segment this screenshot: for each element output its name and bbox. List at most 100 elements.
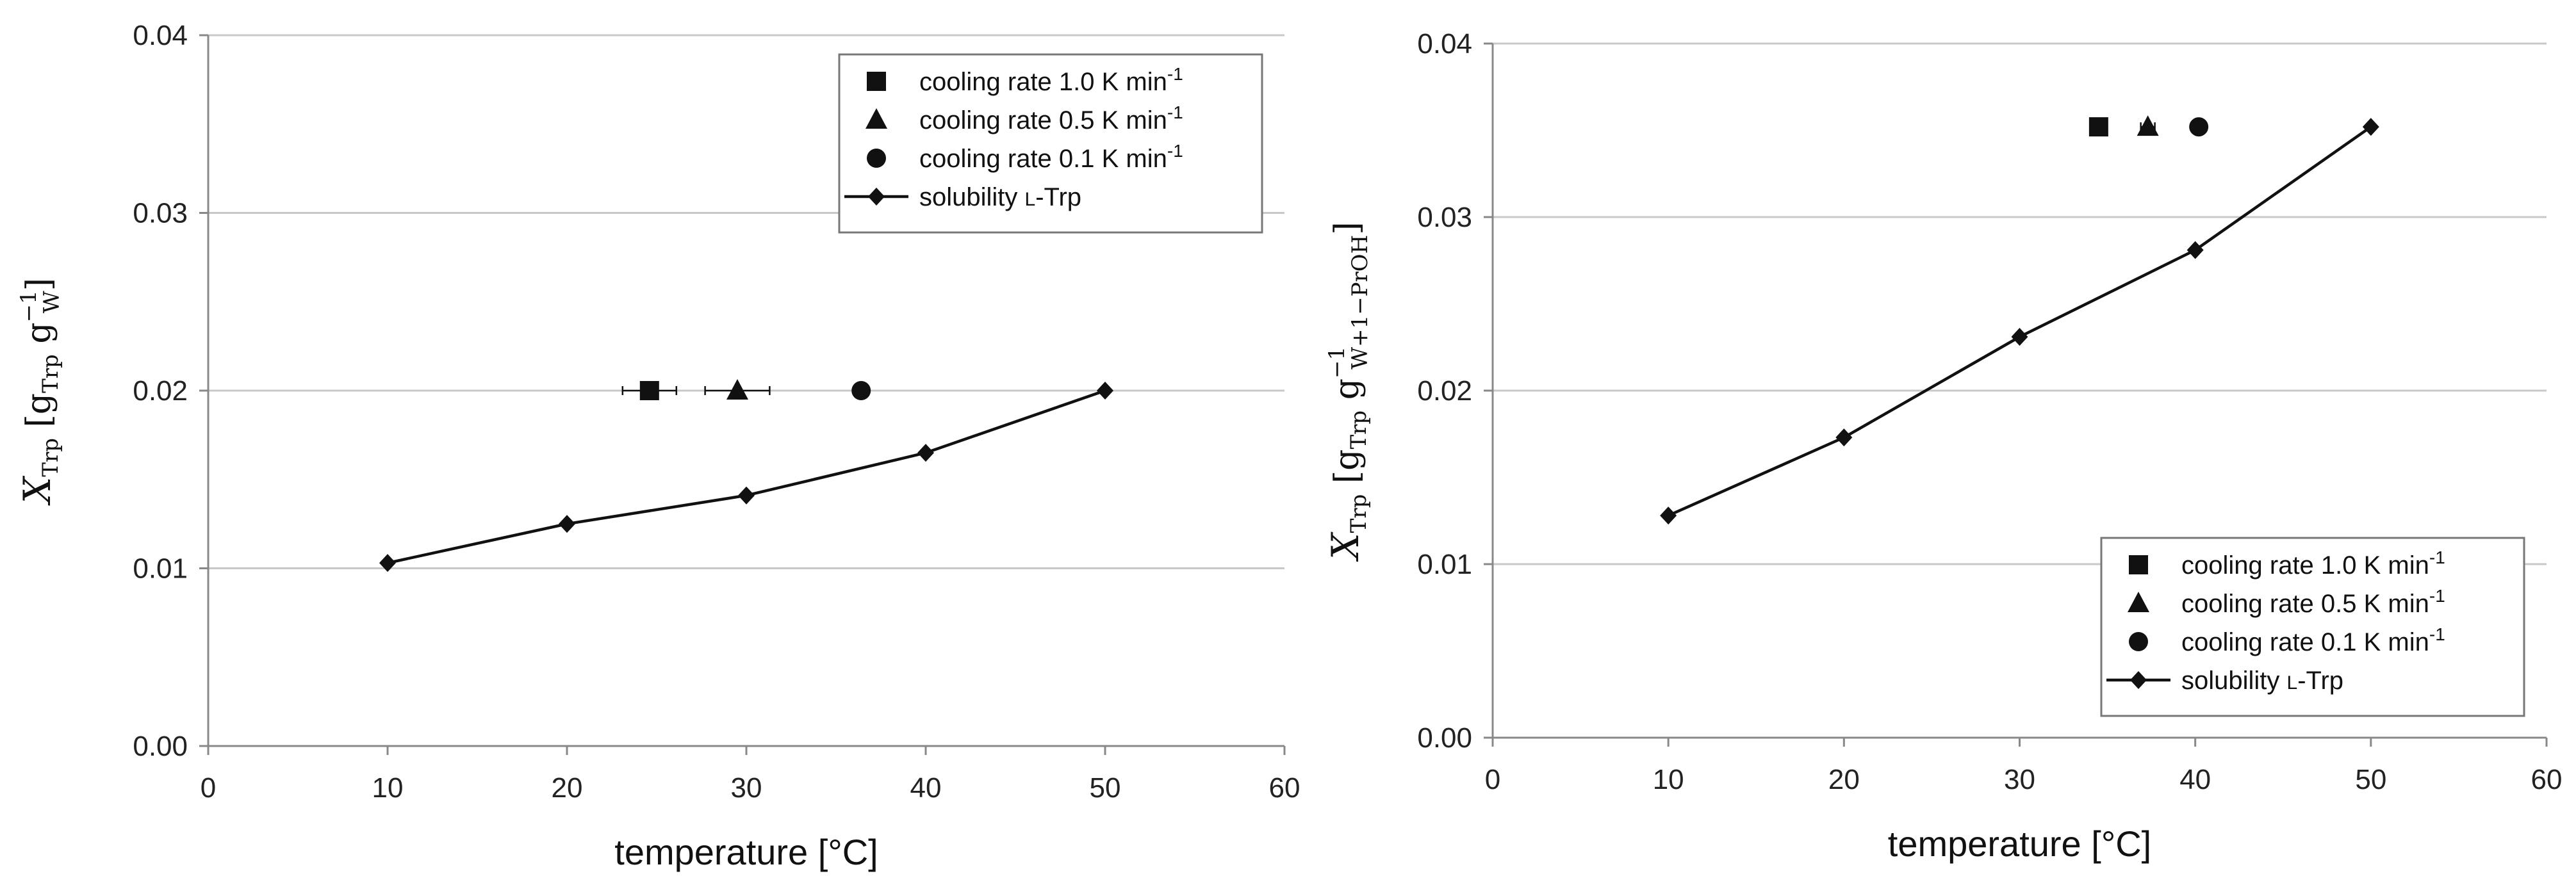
legend-label: cooling rate 1.0 K min-1 xyxy=(2181,547,2445,580)
data-point-square xyxy=(2088,117,2108,137)
ylabel-symbol-sub: Trp xyxy=(1346,494,1372,533)
x-tick-label: 60 xyxy=(1269,772,1300,804)
legend-label-main: solubility xyxy=(2181,667,2287,695)
x-tick-label: 50 xyxy=(1090,772,1121,804)
data-point-circle xyxy=(2189,117,2209,137)
legend-label-main: cooling rate 1.0 K min xyxy=(919,68,1167,96)
ylabel-g2: g xyxy=(20,322,58,354)
legend-label: cooling rate 0.5 K min-1 xyxy=(919,102,1183,134)
y-tick-label: 0.00 xyxy=(133,731,188,762)
series-square xyxy=(621,381,678,400)
y-tick-label: 0.01 xyxy=(1417,549,1472,580)
data-point-triangle xyxy=(2137,115,2159,136)
chart-panel-2: 0.00 0.01 0.02 0.03 0.04 0 10 20 30 40 50 60 tempera… xyxy=(1324,28,2562,864)
legend-marker-triangle xyxy=(2128,592,2149,612)
legend-item: cooling rate 0.5 K min-1 xyxy=(2128,586,2445,618)
legend-label-sup: -1 xyxy=(1167,102,1183,122)
legend-marker-circle xyxy=(867,149,886,168)
legend-marker-diamond xyxy=(2130,671,2147,689)
legend-marker-square xyxy=(867,72,886,91)
x-tick-label: 0 xyxy=(1485,764,1500,795)
legend-item: solubility L-Trp xyxy=(844,183,1081,211)
y-tick-label: 0.02 xyxy=(133,375,188,407)
legend-label-main: cooling rate 1.0 K min xyxy=(2181,551,2429,580)
x-axis-title: temperature [°C] xyxy=(614,832,878,872)
x-axis-title: temperature [°C] xyxy=(1888,823,2151,864)
data-point-diamond xyxy=(2362,118,2379,136)
ylabel-g1-sub: Trp xyxy=(38,354,63,393)
legend-label: cooling rate 0.1 K min-1 xyxy=(919,141,1183,173)
legend-label-sup: -1 xyxy=(2429,624,2445,644)
ylabel-g1-sub: Trp xyxy=(1346,410,1372,450)
y-tick-label: 0.03 xyxy=(1417,202,1472,233)
data-point-diamond xyxy=(559,515,575,533)
x-tick-label: 40 xyxy=(2179,764,2211,795)
data-point-diamond xyxy=(379,554,396,572)
data-point-diamond xyxy=(2011,327,2028,346)
ylabel-symbol: X xyxy=(15,475,59,506)
x-tick-label: 10 xyxy=(372,772,404,804)
y-axis-title: XTrp [gTrp g−1W] xyxy=(15,278,65,506)
data-point-diamond xyxy=(917,444,934,462)
legend-label-main: cooling rate 0.5 K min xyxy=(919,106,1167,134)
ylabel-g2: g xyxy=(1328,378,1366,410)
legend-item: cooling rate 0.1 K min-1 xyxy=(867,141,1183,173)
series-diamond xyxy=(1660,118,2379,525)
legend-label-main: cooling rate 0.1 K min xyxy=(2181,628,2429,656)
series-line xyxy=(1668,126,2372,517)
legend-label-rest: -Trp xyxy=(2297,667,2343,695)
series-line xyxy=(387,389,1106,565)
data-point-diamond xyxy=(1660,507,1677,525)
data-point-diamond xyxy=(2186,241,2204,259)
series-circle xyxy=(851,381,871,400)
ylabel-symbol-sub: Trp xyxy=(38,438,63,477)
data-point-diamond xyxy=(1835,428,1853,447)
legend-label-sup: -1 xyxy=(1167,64,1183,84)
ylabel-bracket-close: ] xyxy=(1328,222,1366,234)
legend-marker-square xyxy=(2129,555,2148,574)
ylabel-g1: g xyxy=(20,393,58,414)
series-circle xyxy=(2189,117,2209,137)
series-diamond xyxy=(379,382,1113,572)
legend-label-rest: -Trp xyxy=(1035,183,1081,211)
legend-item: cooling rate 1.0 K min-1 xyxy=(867,64,1183,96)
x-tick-label: 60 xyxy=(2531,764,2563,795)
legend-label-sup: -1 xyxy=(1167,141,1183,161)
ylabel-g1: g xyxy=(1328,450,1366,471)
y-tick-label: 0.04 xyxy=(1417,28,1472,60)
legend-label-main: cooling rate 0.1 K min xyxy=(919,145,1167,173)
legend-label-smallcaps: L xyxy=(1025,189,1036,210)
legend-item: cooling rate 1.0 K min-1 xyxy=(2129,547,2445,580)
ylabel-g2-sub: W xyxy=(39,291,65,313)
y-tick-label: 0.00 xyxy=(1417,722,1472,754)
legend-marker-triangle xyxy=(866,108,887,129)
y-tick-label: 0.02 xyxy=(1417,375,1472,407)
ylabel-g2-sub: W+1−PrOH xyxy=(1347,235,1373,369)
data-point-triangle xyxy=(726,379,748,400)
series-triangle xyxy=(704,379,771,400)
ylabel-g2-sup: −1 xyxy=(16,290,42,322)
y-tick-label: 0.04 xyxy=(133,20,188,51)
legend-label: cooling rate 1.0 K min-1 xyxy=(919,64,1183,96)
data-point-circle xyxy=(851,381,871,400)
ylabel-bracket-open: [ xyxy=(1328,471,1366,494)
data-point-diamond xyxy=(1097,382,1113,400)
data-point-diamond xyxy=(738,486,755,505)
x-tick-label: 20 xyxy=(1828,764,1860,795)
y-tick-label: 0.01 xyxy=(133,553,188,585)
x-tick-label: 20 xyxy=(552,772,583,804)
y-tick-label: 0.03 xyxy=(133,198,188,229)
legend-label-main: solubility xyxy=(919,183,1025,211)
x-tick-label: 40 xyxy=(910,772,942,804)
ylabel-g2-sup: −1 xyxy=(1324,346,1350,378)
legend-marker-diamond xyxy=(868,188,885,206)
series-square xyxy=(2088,117,2108,137)
x-tick-label: 0 xyxy=(201,772,216,804)
legend-label: solubility L-Trp xyxy=(2181,667,2343,695)
legend-marker-circle xyxy=(2129,632,2148,651)
series-triangle xyxy=(2137,115,2159,136)
ylabel-bracket-open: [ xyxy=(20,414,58,438)
